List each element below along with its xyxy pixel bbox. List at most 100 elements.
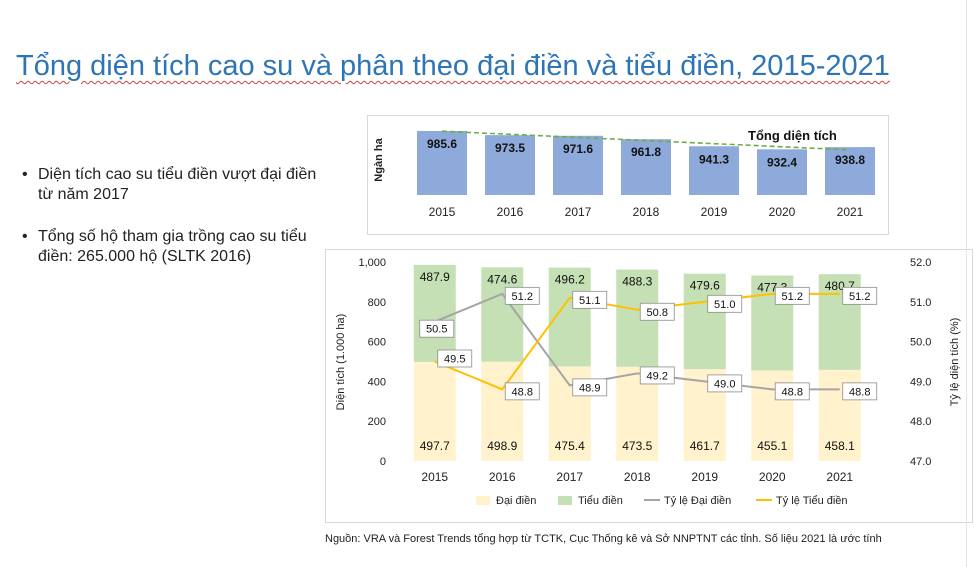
total-bar-value-label: 985.6 [427,137,457,151]
total-bar [417,130,467,195]
legend-label: Đại điền [496,495,536,507]
ratio-tieu-dien-value-label-box [639,302,675,321]
y-axis-label: Ngàn ha [373,137,385,181]
left-y-tick-label: 200 [368,416,386,428]
tieu-dien-value-label: 496.2 [555,273,585,287]
x-tick-label: 2019 [691,470,718,484]
ratio-tieu-dien-value-label: 51.0 [714,299,735,311]
dai-dien-value-label: 473.5 [622,439,652,453]
right-y-tick-label: 51.0 [910,297,931,309]
ratio-dai-dien-value-label-box [572,378,608,397]
dai-dien-value-label: 498.9 [487,439,517,453]
total-bar-value-label: 938.8 [835,153,865,167]
ratio-dai-dien-value-label: 49.0 [714,378,735,390]
ratio-tieu-dien-value-label-box [437,349,473,368]
total-bar [553,135,603,195]
source-note: Nguồn: VRA và Forest Trends tổng hợp từ … [325,533,882,545]
x-tick-label: 2015 [421,470,448,484]
tieu-dien-value-label: 474.6 [487,272,517,286]
total-bar [825,147,875,195]
chart-title: Tổng diện tích [748,128,837,143]
ratio-tieu-dien-line [434,292,840,391]
x-tick-label: 2021 [837,205,864,219]
left-y-tick-label: 800 [368,297,386,309]
right-y-tick-label: 49.0 [910,376,931,388]
ratio-dai-dien-value-label: 48.8 [782,386,803,398]
ratio-tieu-dien-value-label-box [504,382,540,401]
slide-edge-divider [966,0,967,567]
ratio-dai-dien-value-label: 51.2 [512,291,533,303]
ratio-dai-dien-value-label: 50.5 [426,324,447,336]
x-tick-label: 2016 [497,205,524,219]
ratio-tieu-dien-value-label: 51.1 [579,295,600,307]
ratio-dai-dien-value-label: 48.9 [579,382,600,394]
x-tick-label: 2018 [624,470,651,484]
bullet-item: Diện tích cao su tiểu điền vượt đại điền… [22,165,322,205]
total-area-chart-svg: Ngàn ha 985.6 2015 973.5 2016 971.6 2017 961.8 2… [373,128,875,219]
right-y-tick-label: 50.0 [910,337,931,349]
x-tick-label: 2017 [565,205,592,219]
dai-dien-bar [481,361,524,461]
ratio-tieu-dien-value-label-box [572,290,608,309]
x-tick-label: 2018 [633,205,660,219]
right-y-tick-label: 48.0 [910,416,931,428]
bullet-list: Diện tích cao su tiểu điền vượt đại điền… [22,165,322,289]
total-bar-value-label: 973.5 [495,141,525,155]
dai-dien-value-label: 458.1 [825,439,855,453]
tieu-dien-bar [413,264,456,362]
ratio-tieu-dien-value-label: 50.8 [647,307,668,319]
ratio-dai-dien-value-label-box [639,366,675,385]
total-area-chart: Ngàn ha 985.6 2015 973.5 2016 971.6 2017 961.8 2… [367,115,889,235]
x-tick-label: 2016 [489,470,516,484]
total-bar [757,149,807,195]
left-y-tick-label: 1,000 [358,257,386,269]
x-tick-label: 2017 [556,470,583,484]
total-bar [485,135,535,195]
legend-label: Tỷ lệ Đại điền [664,495,731,507]
slide-title: Tổng diện tích cao su và phân theo đại đ… [16,50,890,82]
dai-dien-value-label: 455.1 [757,439,787,453]
total-bar [689,146,739,195]
legend-swatch [476,496,490,505]
left-y-tick-label: 0 [380,456,386,468]
total-bar-value-label: 932.4 [767,155,797,169]
left-y-axis-label: Diện tích (1.000 ha) [335,314,347,411]
ratio-tieu-dien-value-label: 51.2 [849,291,870,303]
ratio-dai-dien-value-label: 49.2 [647,370,668,382]
x-tick-label: 2015 [429,205,456,219]
total-bar [621,139,671,195]
ratio-dai-dien-value-label-box [707,374,743,393]
left-y-tick-label: 600 [368,337,386,349]
ratio-tieu-dien-value-label: 51.2 [782,291,803,303]
right-y-axis-label: Tỷ lệ diện tích (%) [949,318,961,407]
x-tick-label: 2019 [701,205,728,219]
ratio-tieu-dien-value-label-box [707,294,743,313]
legend-swatch [558,496,572,505]
left-y-tick-label: 400 [368,376,386,388]
total-bar-value-label: 941.3 [699,152,729,166]
bullet-item: Tổng số hộ tham gia trồng cao su tiểu đi… [22,227,322,267]
ratio-dai-dien-line [434,292,840,391]
tieu-dien-value-label: 479.6 [690,279,720,293]
ratio-dai-dien-value-label-box [419,319,455,338]
dai-dien-value-label: 475.4 [555,439,585,453]
tieu-dien-value-label: 487.9 [420,270,450,284]
total-trend-line [441,130,851,151]
legend-label: Tỷ lệ Tiểu điền [776,495,848,507]
tieu-dien-value-label: 488.3 [622,275,652,289]
tieu-dien-bar [683,273,726,370]
area-breakdown-chart: 0 200 400 600 800 1,000 47.0 48.0 49.0 50.0 51.0 52… [325,249,973,523]
legend-label: Tiểu điền [578,495,623,507]
area-breakdown-chart-svg: 0 200 400 600 800 1,000 47.0 48.0 49.0 50.0 51.0 52… [335,257,961,507]
dai-dien-bar [413,361,456,461]
ratio-tieu-dien-value-label-box [774,286,810,305]
dai-dien-value-label: 461.7 [690,439,720,453]
x-tick-label: 2020 [769,205,796,219]
total-bar-value-label: 971.6 [563,142,593,156]
right-y-tick-label: 47.0 [910,456,931,468]
ratio-dai-dien-value-label-box [774,382,810,401]
ratio-tieu-dien-value-label: 49.5 [444,354,465,366]
total-bar-value-label: 961.8 [631,145,661,159]
right-y-tick-label: 52.0 [910,257,931,269]
x-tick-label: 2021 [826,470,853,484]
